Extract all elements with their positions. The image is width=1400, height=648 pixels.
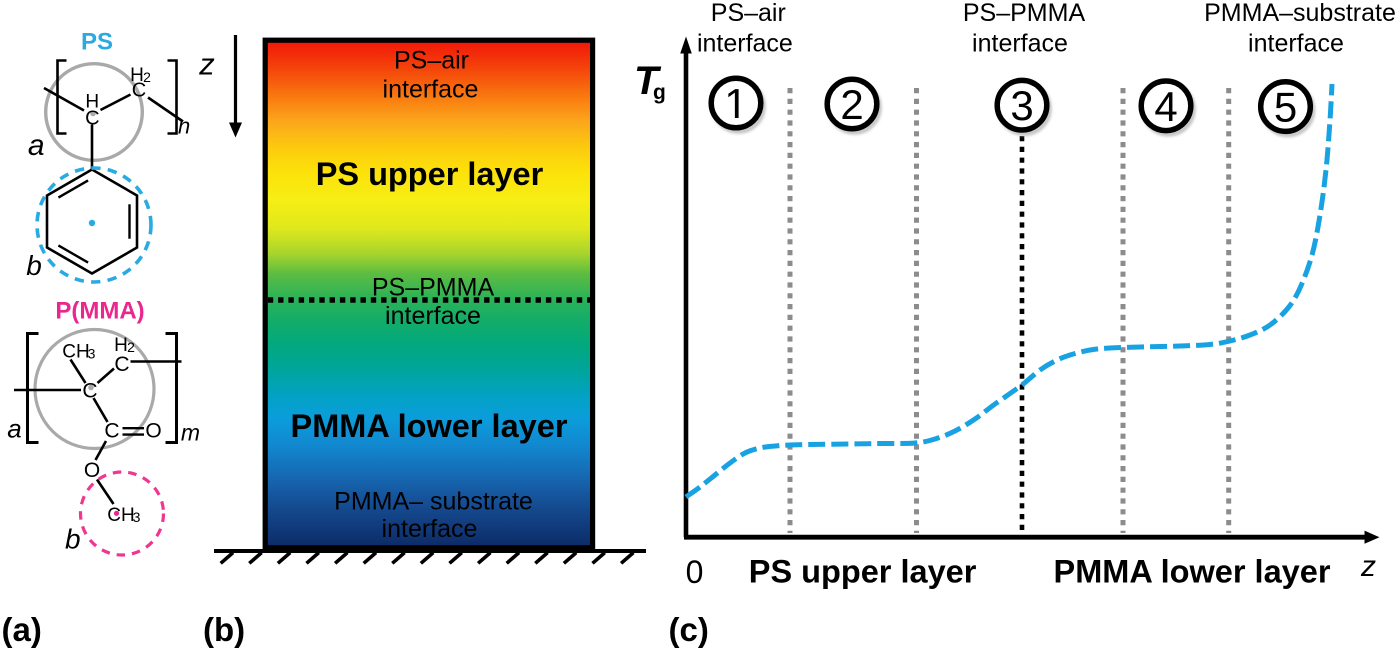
svg-text:C: C	[82, 380, 97, 403]
svg-text:PMMA lower layer: PMMA lower layer	[291, 408, 568, 444]
svg-text:T: T	[634, 59, 662, 103]
svg-text:O: O	[145, 420, 161, 443]
svg-text:H: H	[114, 335, 128, 356]
svg-text:2: 2	[127, 339, 135, 355]
svg-text:2: 2	[840, 81, 863, 128]
svg-text:interface: interface	[382, 515, 478, 543]
svg-text:C: C	[85, 108, 99, 130]
svg-text:interface: interface	[697, 30, 793, 58]
svg-text:m: m	[181, 420, 200, 446]
svg-text:PS: PS	[81, 29, 113, 56]
svg-text:PS upper layer: PS upper layer	[316, 156, 544, 192]
svg-text:PS–air: PS–air	[394, 47, 469, 75]
svg-text:P(MMA): P(MMA)	[55, 298, 144, 325]
svg-text:interface: interface	[972, 30, 1068, 58]
svg-text:(b): (b)	[203, 611, 245, 648]
svg-text:H: H	[85, 92, 99, 113]
svg-text:3: 3	[88, 346, 96, 362]
svg-text:0: 0	[686, 554, 704, 590]
svg-text:4: 4	[1154, 83, 1177, 130]
svg-text:PS–PMMA: PS–PMMA	[372, 274, 495, 302]
svg-text:C: C	[132, 80, 146, 102]
svg-text:n: n	[178, 114, 190, 139]
svg-text:C: C	[114, 353, 129, 376]
svg-text:PS–air: PS–air	[711, 0, 786, 27]
svg-text:g: g	[653, 81, 666, 104]
svg-text:interface: interface	[1248, 30, 1344, 58]
svg-text:b: b	[26, 250, 42, 281]
svg-text:PMMA– substrate: PMMA– substrate	[334, 488, 533, 516]
svg-text:(c): (c)	[669, 611, 709, 648]
svg-text:2: 2	[143, 69, 151, 85]
svg-text:z: z	[1360, 550, 1376, 583]
svg-text:(a): (a)	[2, 611, 42, 648]
svg-text:5: 5	[1274, 84, 1297, 131]
svg-text:CH: CH	[62, 342, 89, 363]
svg-text:PS upper layer: PS upper layer	[749, 554, 977, 590]
svg-text:interface: interface	[383, 76, 479, 104]
svg-text:interface: interface	[385, 302, 481, 330]
svg-text:b: b	[65, 524, 81, 555]
svg-text:CH: CH	[107, 505, 134, 526]
svg-text:z: z	[198, 47, 215, 82]
svg-text:C: C	[104, 420, 119, 443]
svg-text:PS–PMMA: PS–PMMA	[963, 0, 1086, 27]
svg-text:H: H	[130, 65, 144, 86]
svg-text:PMMA–substrate: PMMA–substrate	[1204, 0, 1396, 27]
svg-text:a: a	[28, 129, 45, 162]
svg-text:a: a	[7, 414, 21, 444]
svg-text:O: O	[84, 459, 100, 482]
svg-text:3: 3	[1010, 82, 1033, 129]
svg-text:PMMA lower layer: PMMA lower layer	[1054, 554, 1331, 590]
svg-text:3: 3	[133, 509, 141, 525]
